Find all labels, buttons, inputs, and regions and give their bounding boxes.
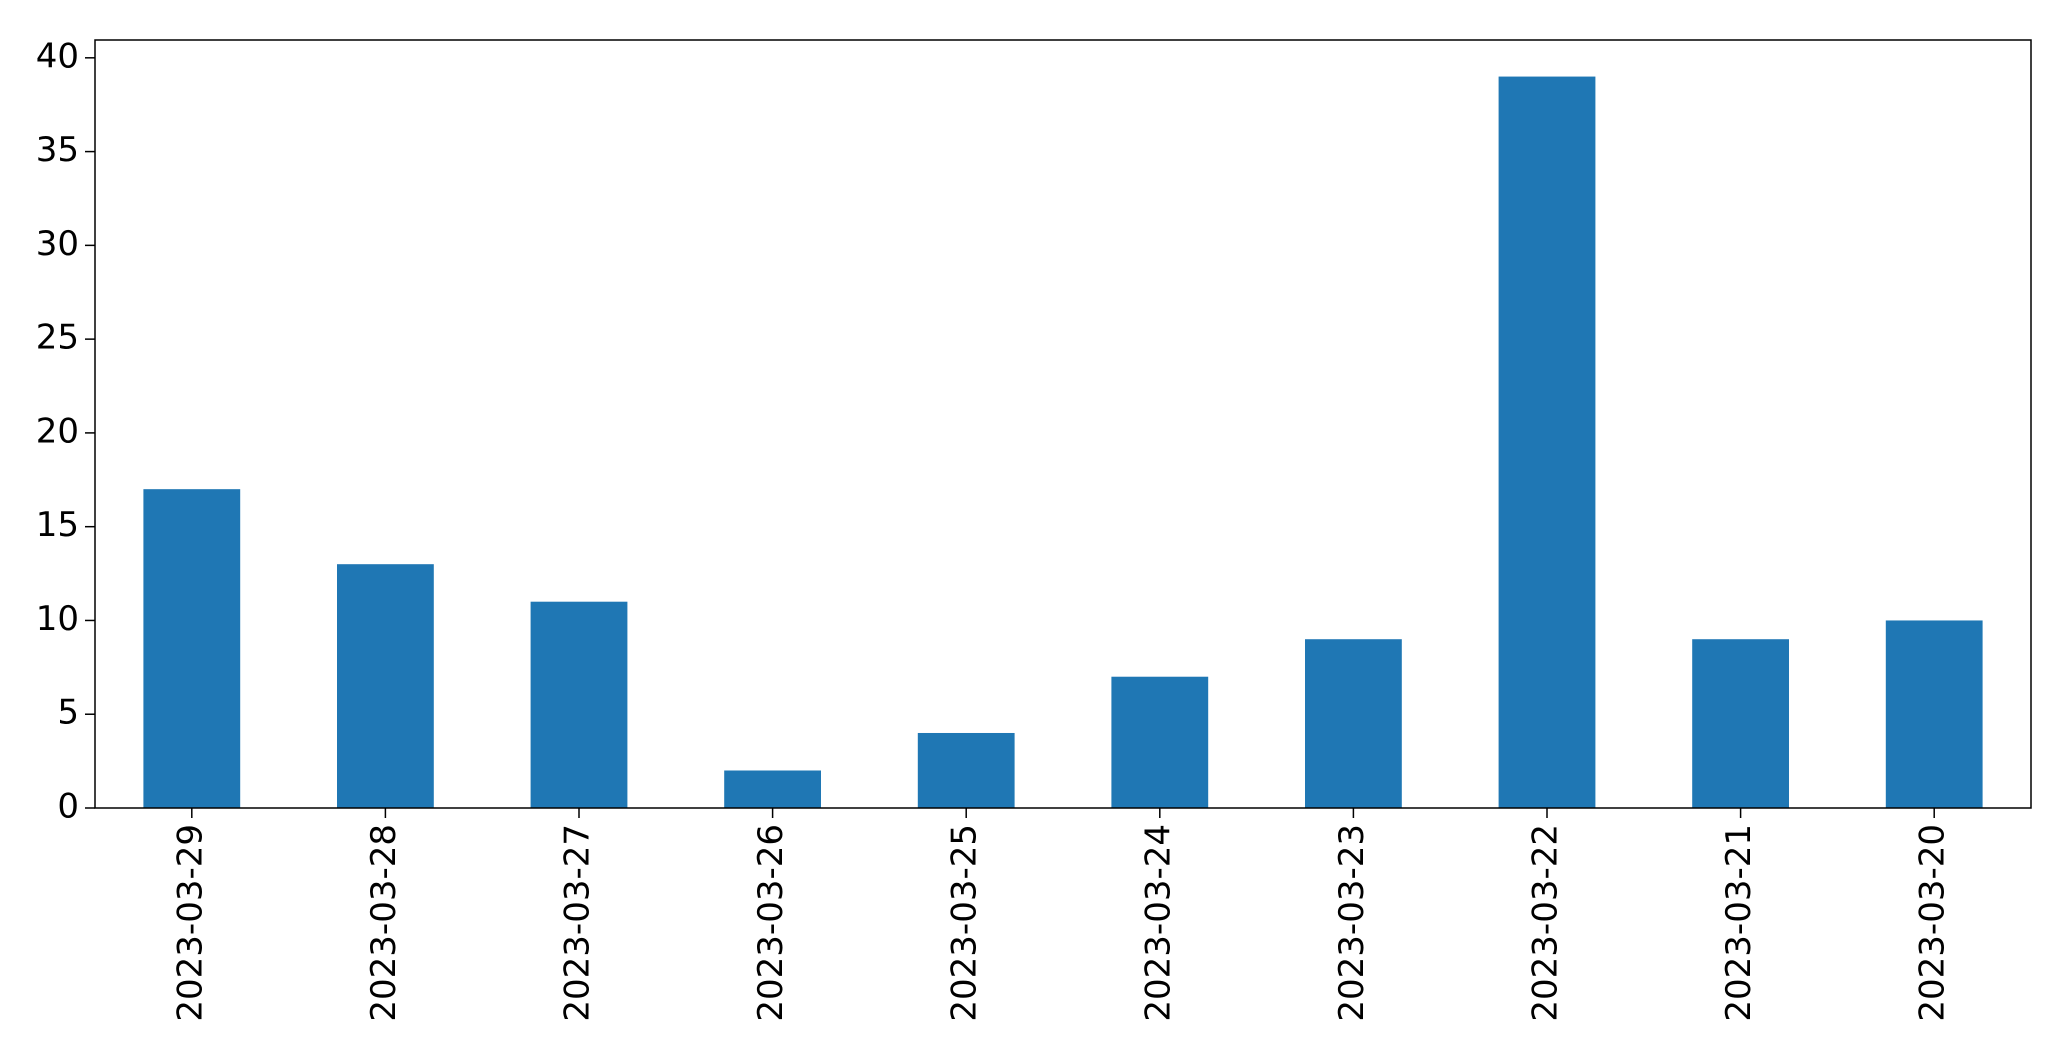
bar xyxy=(917,732,1015,808)
y-tick-label: 20 xyxy=(36,411,79,451)
bar xyxy=(1692,639,1789,808)
x-tick-label: 2023-03-29 xyxy=(170,824,210,1022)
bar xyxy=(1498,76,1596,809)
x-tick-label: 2023-03-25 xyxy=(945,824,985,1022)
bar xyxy=(724,770,821,808)
y-tick-label: 40 xyxy=(36,36,79,76)
y-tick-label: 15 xyxy=(36,505,79,545)
y-tick-label: 25 xyxy=(36,318,79,358)
bar xyxy=(1111,676,1209,808)
y-tick-label: 5 xyxy=(57,693,79,733)
y-tick-label: 10 xyxy=(36,599,79,639)
bar xyxy=(1885,620,1983,808)
x-tick-label: 2023-03-26 xyxy=(751,824,791,1022)
x-tick-label: 2023-03-27 xyxy=(558,824,598,1022)
y-tick-label: 35 xyxy=(36,130,79,170)
x-tick-label: 2023-03-24 xyxy=(1138,824,1178,1022)
bar xyxy=(530,601,628,808)
bar xyxy=(1305,639,1402,808)
x-tick-label: 2023-03-28 xyxy=(364,824,404,1022)
y-tick-label: 0 xyxy=(57,787,79,827)
x-tick-label: 2023-03-23 xyxy=(1332,824,1372,1022)
bar xyxy=(143,489,241,808)
x-tick-label: 2023-03-20 xyxy=(1913,824,1953,1022)
y-tick-label: 30 xyxy=(36,224,79,264)
x-tick-label: 2023-03-21 xyxy=(1719,824,1759,1022)
bar xyxy=(337,564,434,808)
x-tick-label: 2023-03-22 xyxy=(1526,824,1566,1022)
plot-frame xyxy=(94,39,2032,809)
